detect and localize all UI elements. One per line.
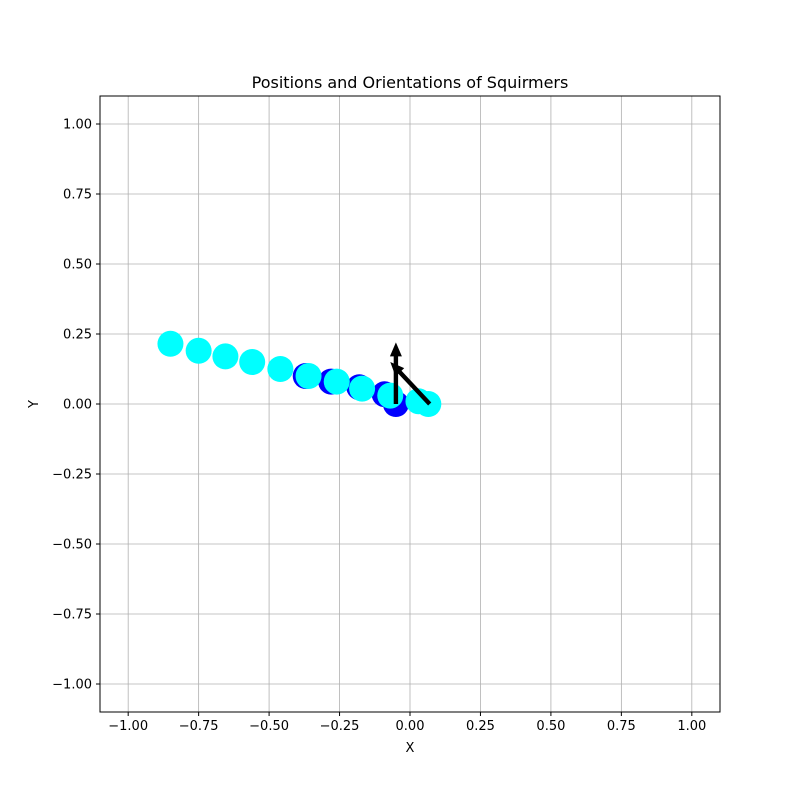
x-axis-label: X <box>406 741 415 756</box>
x-tick-label: 0.25 <box>466 719 495 734</box>
y-tick-label: 1.00 <box>63 118 92 133</box>
squirmer-point <box>267 356 294 382</box>
y-tick-label: 0.25 <box>63 328 92 343</box>
x-tick-label: 0.50 <box>536 719 565 734</box>
chart-title: Positions and Orientations of Squirmers <box>252 73 569 92</box>
squirmer-point <box>212 343 239 370</box>
squirmer-point <box>323 368 350 395</box>
x-tick-label: 1.00 <box>677 719 706 734</box>
y-axis-label: Y <box>27 400 42 409</box>
y-tick-label: 0.50 <box>63 258 92 273</box>
y-tick-label: 0.75 <box>63 188 92 203</box>
squirmer-point <box>377 382 404 409</box>
squirmer-point <box>295 363 322 389</box>
squirmer-point <box>349 375 376 402</box>
x-tick-label: −0.25 <box>320 719 360 734</box>
y-tick-label: −1.00 <box>52 678 92 693</box>
x-tick-label: −1.00 <box>108 719 148 734</box>
axes: −1.00 −0.75 −0.50 −0.25 0.00 0.25 0.50 0.75 1.00… <box>52 95 721 734</box>
squirmer-point <box>239 349 266 375</box>
plot-area <box>157 330 442 417</box>
orientation-arrows <box>389 342 432 406</box>
y-tick-label: −0.25 <box>52 468 92 483</box>
y-tick-label: −0.75 <box>52 608 92 623</box>
x-tick-label: −0.50 <box>249 719 289 734</box>
y-tick-label: 0.00 <box>63 398 92 413</box>
squirmer-point <box>185 337 212 364</box>
x-tick-label: 0.75 <box>607 719 636 734</box>
x-tick-label: 0.00 <box>396 719 425 734</box>
x-tick-label: −0.75 <box>179 719 219 734</box>
orientation-arrow <box>390 362 432 406</box>
squirmer-point <box>157 330 184 357</box>
y-tick-label: −0.50 <box>52 538 92 553</box>
